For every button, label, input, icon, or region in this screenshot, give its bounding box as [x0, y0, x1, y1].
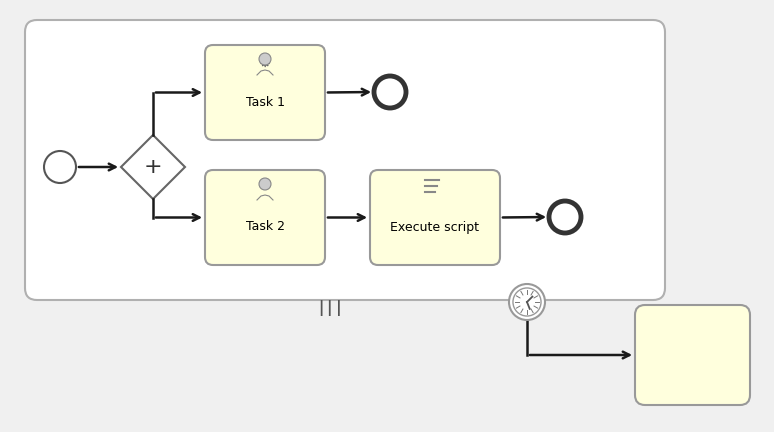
Circle shape	[44, 151, 76, 183]
Text: +: +	[144, 157, 163, 177]
Text: ⚙: ⚙	[259, 56, 271, 70]
Text: |||: |||	[317, 300, 344, 316]
Circle shape	[259, 53, 271, 65]
Polygon shape	[121, 135, 185, 199]
Circle shape	[549, 201, 581, 233]
FancyBboxPatch shape	[205, 45, 325, 140]
Text: Task 1: Task 1	[245, 95, 285, 108]
Circle shape	[259, 178, 271, 190]
FancyBboxPatch shape	[25, 20, 665, 300]
Text: Task 2: Task 2	[245, 220, 285, 234]
FancyBboxPatch shape	[635, 305, 750, 405]
FancyBboxPatch shape	[205, 170, 325, 265]
Text: Execute script: Execute script	[391, 220, 480, 234]
FancyBboxPatch shape	[370, 170, 500, 265]
Circle shape	[509, 284, 545, 320]
Circle shape	[374, 76, 406, 108]
